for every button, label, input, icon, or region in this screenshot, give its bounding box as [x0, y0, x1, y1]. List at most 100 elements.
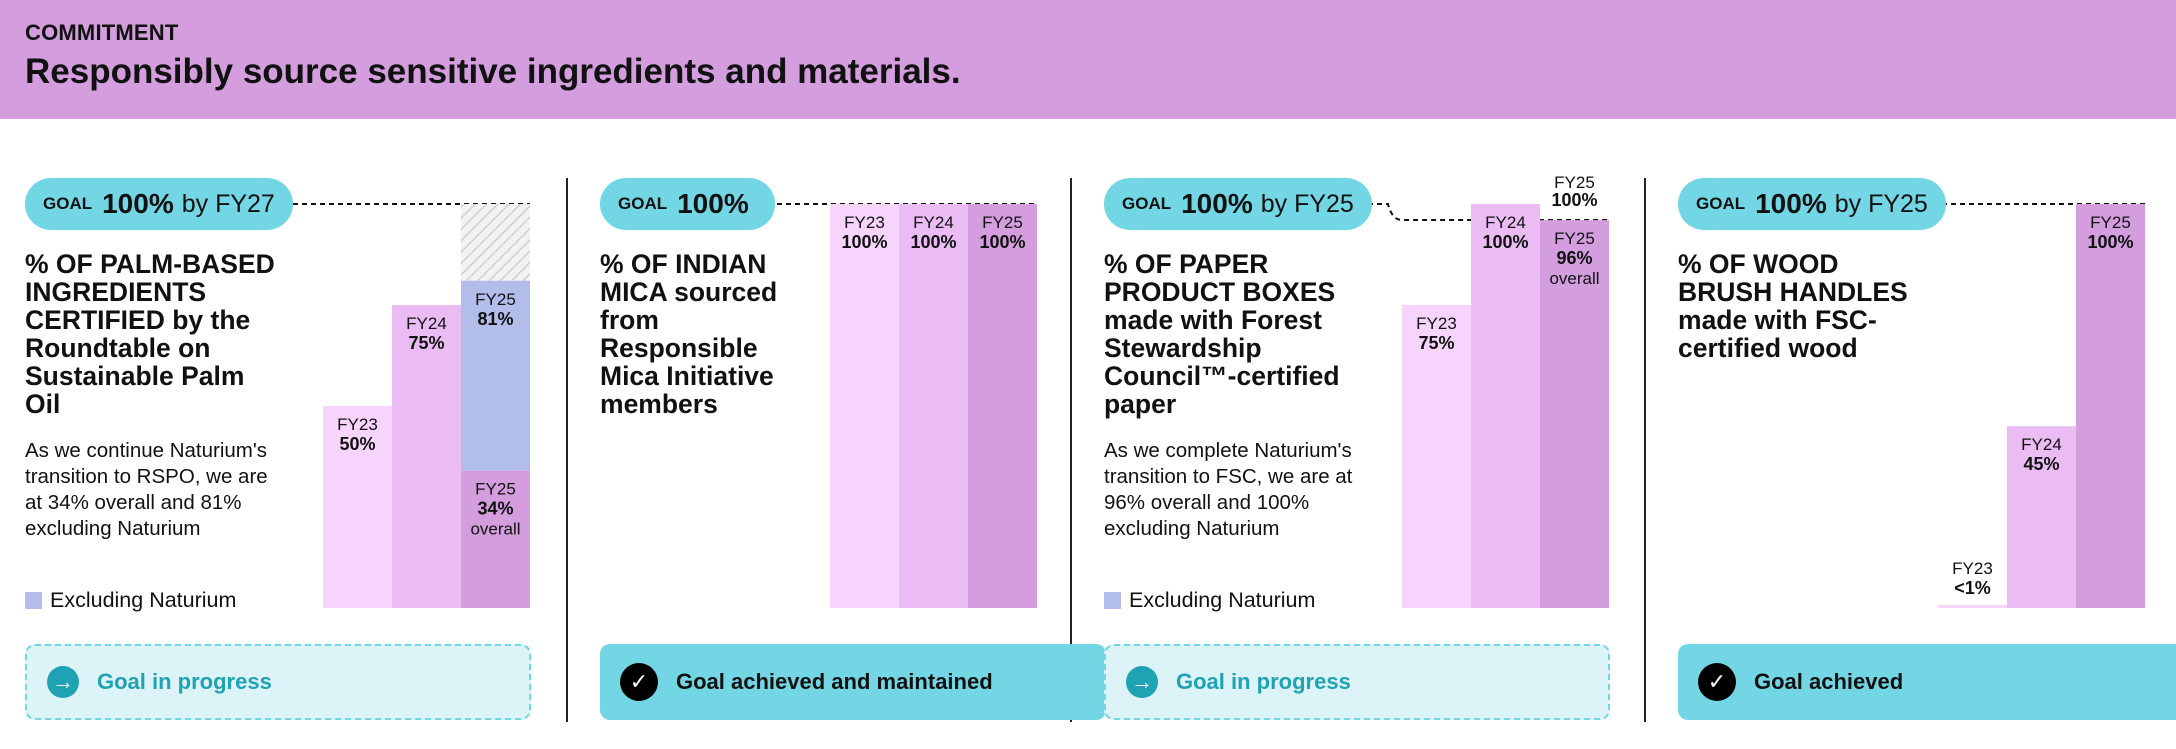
heading-line: PRODUCT BOXES — [1104, 277, 1336, 307]
status-banner: ✓ Goal achieved — [1678, 644, 2176, 720]
heading-line: MICA sourced — [600, 277, 778, 307]
heading-line: Stewardship — [1104, 333, 1262, 363]
metric-description: As we continue Naturium's transition to R… — [25, 438, 268, 542]
bar-excluding-naturium — [461, 280, 530, 471]
commitment-panel: FY23 100% FY24 100% FY25 100% GOAL 100%% OF IND… — [600, 178, 1108, 726]
goal-deadline: by FY25 — [1834, 189, 1928, 218]
bar-year-label: FY24 — [1485, 213, 1526, 232]
heading-line: CERTIFIED by the — [25, 305, 251, 335]
description-line: excluding Naturium — [25, 517, 201, 540]
bar-overall — [1540, 220, 1609, 608]
status-label: Goal in progress — [97, 669, 272, 694]
bar — [899, 204, 968, 608]
heading-line: made with FSC- — [1678, 305, 1877, 335]
bar-year-label: FY25 — [1554, 173, 1595, 192]
metric-description: As we complete Naturium's transition to F… — [1104, 438, 1352, 542]
bar-year-label: FY25 — [1554, 229, 1595, 248]
heading-line: % OF PAPER — [1104, 249, 1269, 279]
legend: Excluding Naturium — [25, 588, 236, 613]
bar-value-label: 100% — [841, 232, 887, 252]
goal-word: GOAL — [618, 194, 668, 213]
status-banner: → Goal in progress — [1104, 644, 1610, 720]
metric-heading: % OF PALM-BASED INGREDIENTS CERTIFIED by t… — [25, 250, 275, 418]
description-line: transition to FSC, we are at — [1104, 465, 1353, 488]
heading-line: INGREDIENTS — [25, 277, 207, 307]
bar-year-label: FY24 — [913, 213, 954, 232]
commitment-panel: FY23 50% FY24 75% FY25 81% FY25 34% overall GOAL 1… — [25, 178, 533, 726]
bar-value-label: 100% — [2087, 232, 2133, 252]
bar-year-label: FY25 — [982, 213, 1023, 232]
checkmark-icon: ✓ — [620, 663, 658, 701]
bar-overall-label: overall — [470, 520, 520, 539]
description-line: excluding Naturium — [1104, 517, 1280, 540]
bar-value-label: 100% — [1482, 232, 1528, 252]
bar — [830, 204, 899, 608]
bar-value-label: 50% — [339, 434, 375, 454]
goal-percent: 100% — [677, 188, 749, 219]
bar-value-label: 75% — [1418, 333, 1454, 353]
bar-value-label: 96% — [1556, 248, 1592, 268]
bar — [1402, 305, 1471, 608]
goal-line — [1368, 203, 1609, 221]
bar-value-label: 100% — [979, 232, 1025, 252]
commitment-header: COMMITMENT Responsibly source sensitive … — [0, 0, 2176, 119]
arrow-right-icon: → — [1126, 666, 1158, 698]
goal-percent: 100% — [102, 188, 174, 219]
description-line: 96% overall and 100% — [1104, 491, 1310, 514]
arrow-right-icon: → — [47, 666, 79, 698]
panel-divider — [1644, 178, 1646, 722]
legend: Excluding Naturium — [1104, 588, 1315, 613]
goal-pill: GOAL 100% by FY25 — [1678, 178, 1946, 230]
bar-year-label: FY23 — [337, 415, 378, 434]
heading-line: Oil — [25, 389, 61, 419]
bar-year-label: FY23 — [1952, 559, 1993, 578]
heading-line: % OF INDIAN — [600, 249, 767, 279]
heading-line: from — [600, 305, 659, 335]
bar — [392, 305, 461, 608]
bar — [2076, 204, 2145, 608]
metric-heading: % OF INDIAN MICA sourced from Responsible Mi… — [600, 250, 777, 418]
bar-value-label: <1% — [1954, 578, 1991, 598]
goal-word: GOAL — [1696, 194, 1746, 213]
heading-line: made with Forest — [1104, 305, 1322, 335]
bar-year-label: FY24 — [2021, 435, 2062, 454]
bar-year-label: FY23 — [844, 213, 885, 232]
metric-heading: % OF PAPER PRODUCT BOXES made with Forest S… — [1104, 250, 1340, 418]
bar — [968, 204, 1037, 608]
bar — [2007, 426, 2076, 608]
heading-line: Responsible — [600, 333, 758, 363]
goal-word: GOAL — [1122, 194, 1172, 213]
legend-swatch — [25, 592, 42, 609]
heading-line: Mica Initiative — [600, 361, 774, 391]
heading-line: Sustainable Palm — [25, 361, 245, 391]
heading-line: paper — [1104, 389, 1177, 419]
metric-heading: % OF WOOD BRUSH HANDLES made with FSC-cert… — [1678, 250, 1908, 362]
bar-year-label: FY25 — [475, 480, 516, 499]
bar-overall-label: overall — [1549, 269, 1599, 288]
legend-swatch — [1104, 592, 1121, 609]
heading-line: BRUSH HANDLES — [1678, 277, 1908, 307]
status-label: Goal achieved and maintained — [676, 669, 993, 694]
status-banner: ✓ Goal achieved and maintained — [600, 644, 1106, 720]
bar-year-label: FY24 — [406, 314, 447, 333]
bar-value-label: 34% — [477, 499, 513, 519]
description-line: at 34% overall and 81% — [25, 491, 242, 514]
description-line: transition to RSPO, we are — [25, 465, 268, 488]
description-line: As we continue Naturium's — [25, 439, 268, 462]
heading-line: % OF WOOD — [1678, 249, 1839, 279]
bar — [1938, 605, 2007, 608]
commitment-panel: FY23 <1% FY24 45% FY25 100% GOAL 100% by FY25% O… — [1678, 178, 2176, 726]
goal-deadline: by FY25 — [1260, 189, 1354, 218]
bar-year-label: FY25 — [475, 290, 516, 309]
heading-line: Roundtable on — [25, 333, 211, 363]
panel-divider — [566, 178, 568, 722]
status-label: Goal in progress — [1176, 669, 1351, 694]
goal-pill: GOAL 100% by FY27 — [25, 178, 293, 230]
commitment-panel: FY23 75% FY24 100% FY25 100% FY25 96% overall GOA… — [1104, 173, 1612, 726]
goal-pill: GOAL 100% — [600, 178, 775, 230]
heading-line: certified wood — [1678, 333, 1858, 363]
legend-label: Excluding Naturium — [50, 588, 237, 612]
